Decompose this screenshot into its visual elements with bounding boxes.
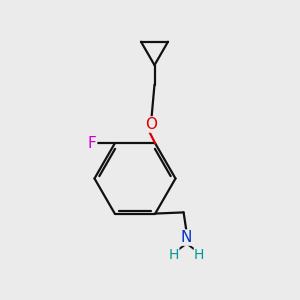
Text: H: H <box>194 248 204 262</box>
Text: H: H <box>169 248 179 262</box>
Text: F: F <box>88 136 97 151</box>
Text: N: N <box>181 230 192 245</box>
Text: O: O <box>146 117 158 132</box>
